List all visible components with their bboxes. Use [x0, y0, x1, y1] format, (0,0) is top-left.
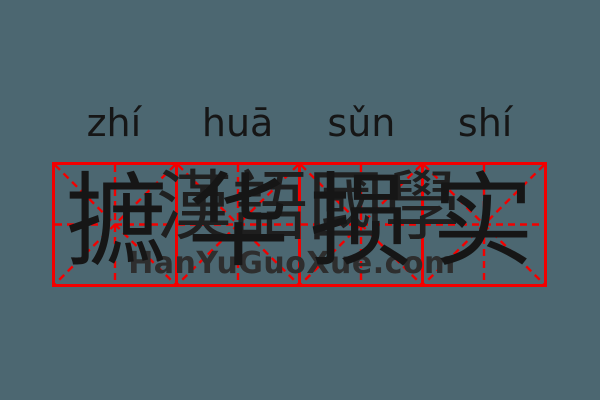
cell-guide-lines-icon [55, 165, 175, 284]
hanzi-character-1: 摭 [65, 163, 168, 282]
watermark-hanzi: 漢語國學 [156, 162, 460, 251]
cell-guide-lines-icon [424, 165, 544, 284]
grid-cell-4 [424, 165, 544, 284]
grid-cell-2 [178, 165, 301, 284]
hanzi-character-2: 华 [187, 163, 290, 282]
watermark-text: HanYuGuoXue.com [128, 246, 456, 281]
hanzi-character-3: 损 [309, 163, 412, 282]
hanzi-character-4: 实 [431, 163, 534, 282]
cell-guide-lines-icon [301, 165, 421, 284]
pinyin-syllable-2: huā [201, 101, 274, 145]
hanzi-row: 摭 华 损 实 [55, 165, 544, 284]
pinyin-syllable-3: sǔn [327, 101, 396, 145]
mi-zi-ge-grid [52, 162, 547, 287]
pinyin-syllable-1: zhí [86, 101, 142, 145]
cell-guide-lines-icon [178, 165, 298, 284]
grid-cell-3 [301, 165, 424, 284]
pinyin-row: zhí huā sǔn shí [52, 101, 547, 147]
pinyin-syllable-4: shí [457, 101, 513, 145]
grid-cell-1 [55, 165, 178, 284]
